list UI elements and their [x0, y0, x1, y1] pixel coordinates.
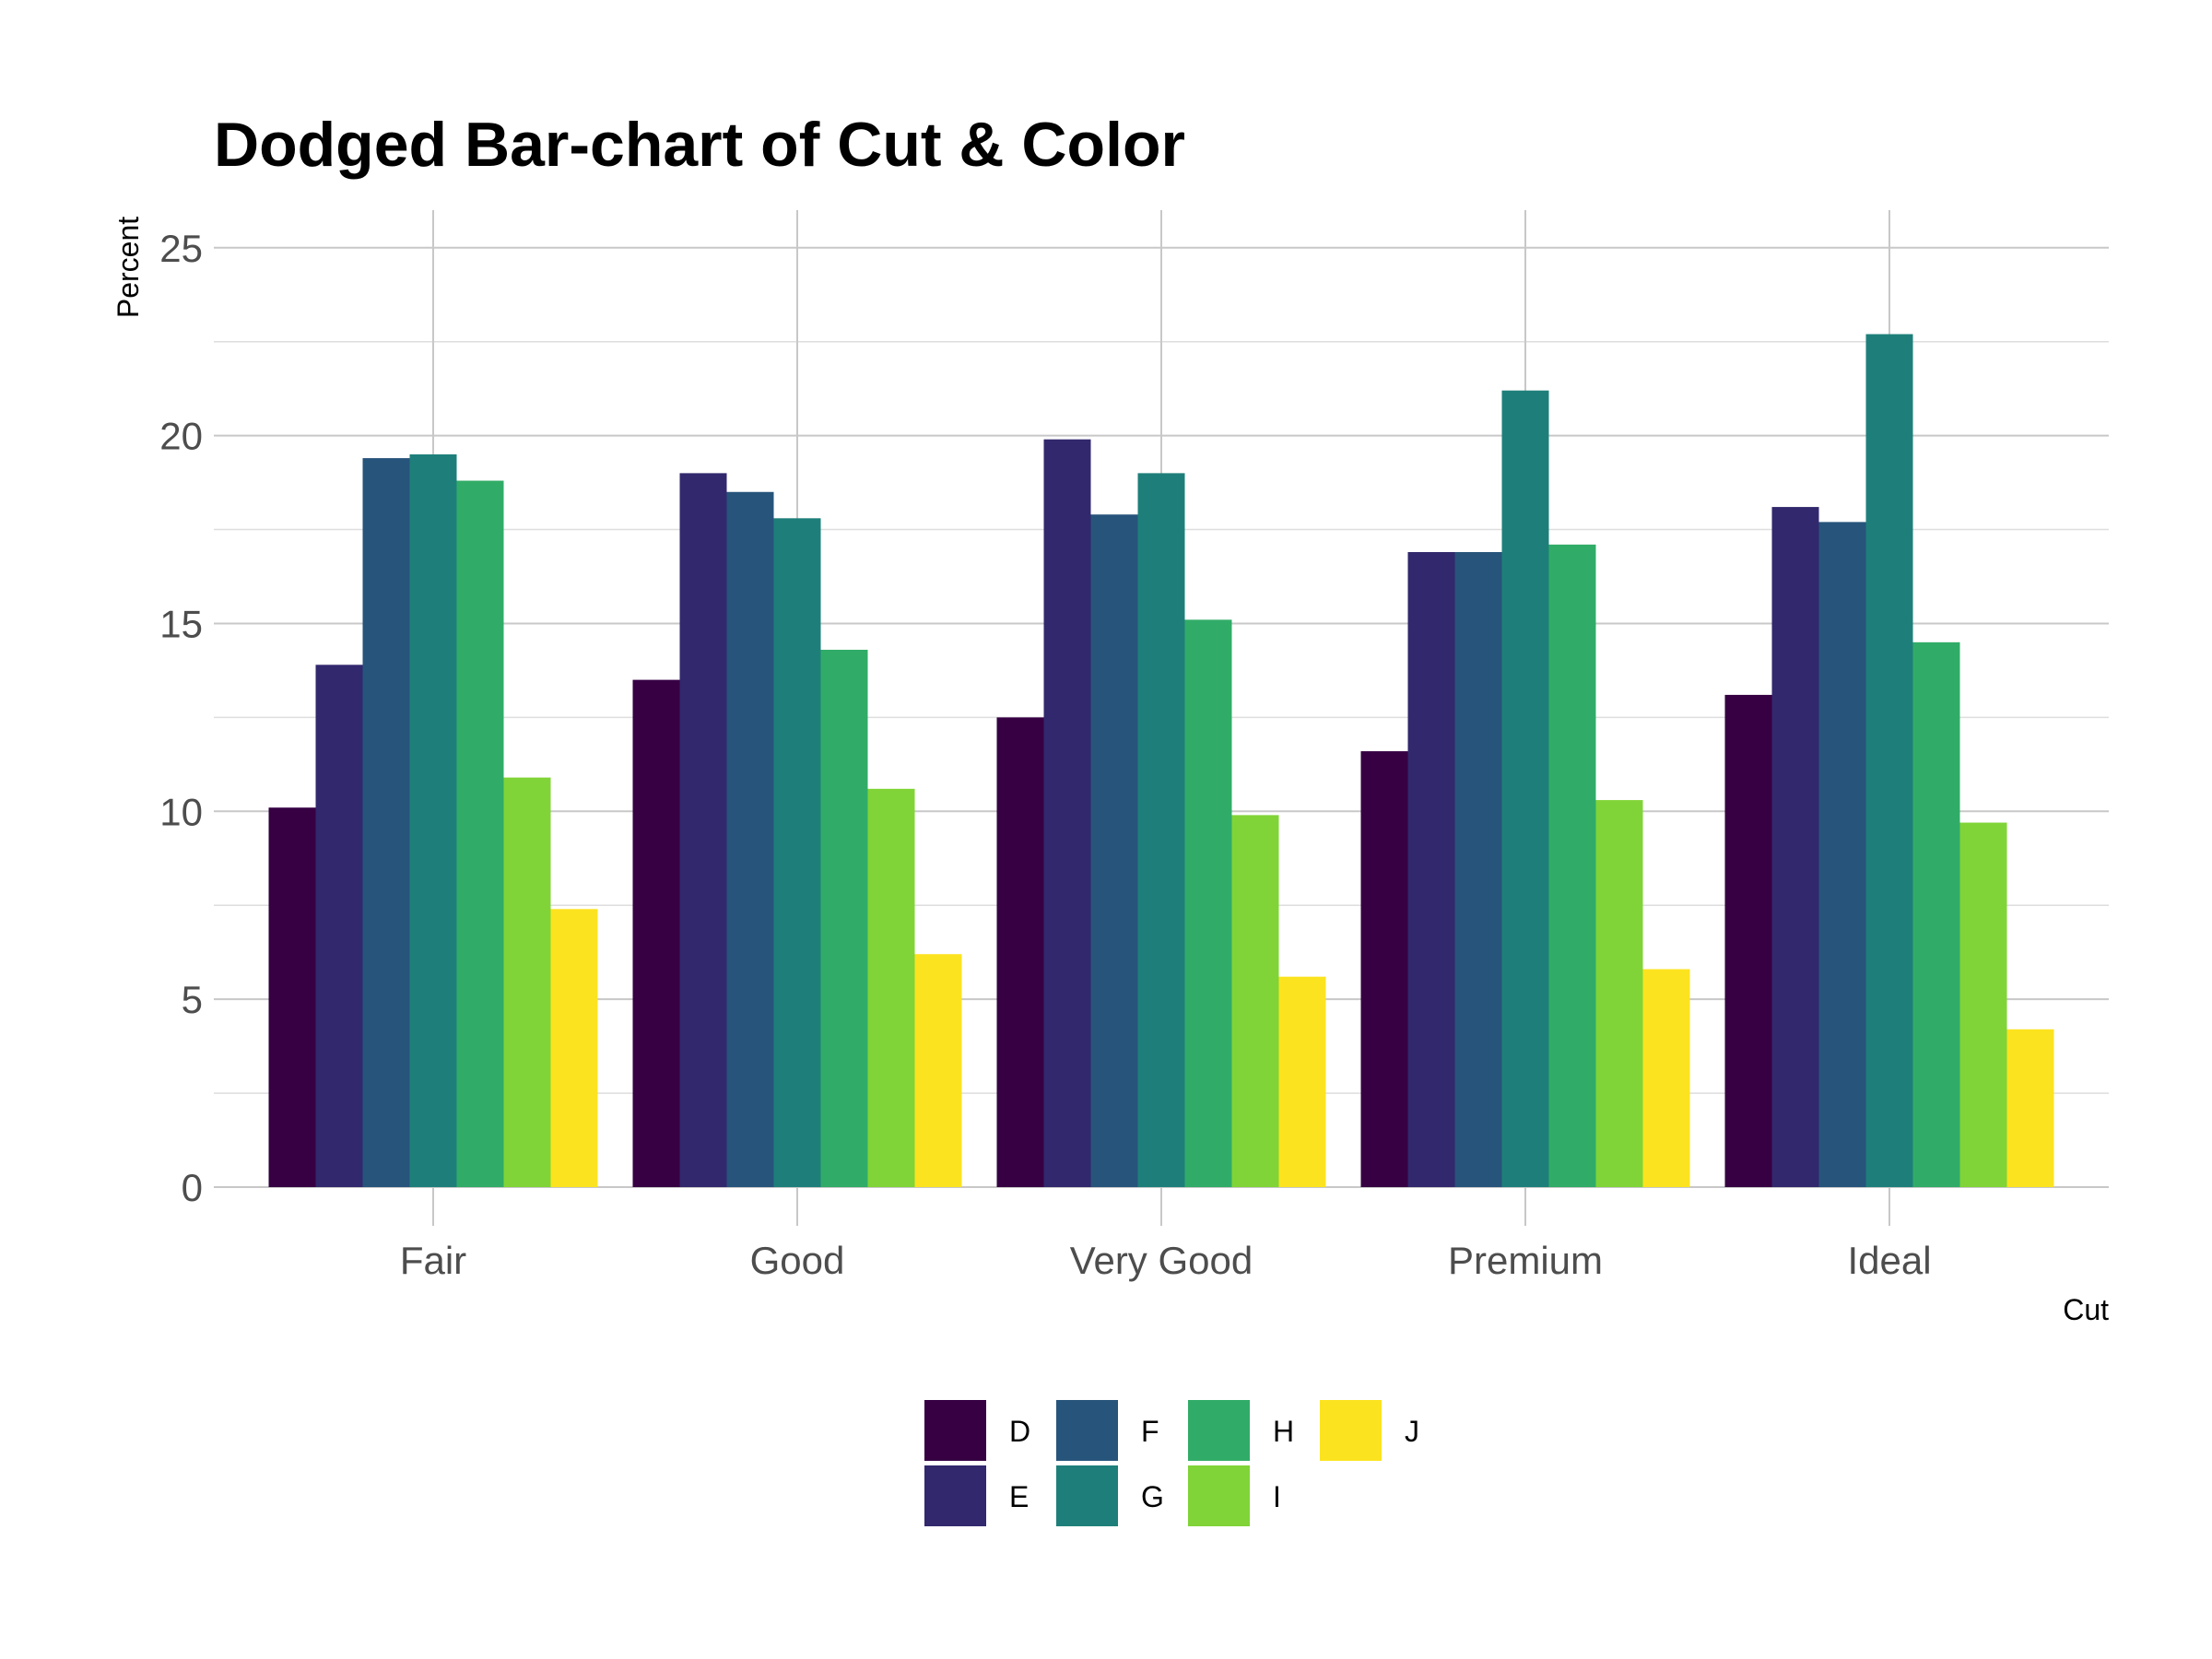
legend-label-I: I — [1273, 1480, 1281, 1513]
x-tick-label: Ideal — [1847, 1239, 1931, 1282]
bars-layer — [268, 334, 2054, 1188]
bar-D-good — [632, 679, 680, 1187]
bar-D-very-good — [996, 717, 1044, 1187]
bar-E-premium — [1407, 552, 1455, 1187]
bar-I-fair — [503, 777, 551, 1187]
y-tick-label: 10 — [159, 790, 203, 833]
x-tick-label: Premium — [1448, 1239, 1603, 1282]
bar-D-fair — [268, 807, 316, 1187]
bar-I-good — [867, 788, 915, 1187]
legend-swatch-D — [924, 1400, 986, 1461]
bar-H-fair — [456, 480, 504, 1187]
y-tick-label: 15 — [159, 602, 203, 645]
bar-H-good — [820, 650, 868, 1187]
bar-F-fair — [362, 458, 410, 1188]
legend-label-H: H — [1273, 1415, 1294, 1448]
y-axis-label: Percent — [112, 217, 145, 318]
legend-label-D: D — [1009, 1415, 1030, 1448]
bar-J-fair — [550, 909, 598, 1187]
bar-D-ideal — [1724, 694, 1772, 1187]
bar-D-premium — [1360, 751, 1408, 1187]
legend-layer: DE FG HI J — [924, 1400, 1419, 1526]
x-axis-label: Cut — [2063, 1293, 2109, 1326]
bar-F-ideal — [1818, 522, 1866, 1187]
legend-swatch-E — [924, 1465, 986, 1526]
bar-I-premium — [1595, 800, 1643, 1187]
bar-G-ideal — [1865, 334, 1913, 1187]
bar-I-very-good — [1231, 815, 1279, 1187]
legend-label-G: G — [1141, 1480, 1164, 1513]
legend-swatch-J — [1320, 1400, 1382, 1461]
bar-E-good — [679, 473, 727, 1187]
bar-E-very-good — [1043, 439, 1091, 1187]
bar-F-premium — [1454, 552, 1502, 1187]
bar-G-very-good — [1137, 473, 1185, 1187]
bar-G-fair — [409, 454, 457, 1187]
bar-J-good — [914, 954, 962, 1187]
bar-G-premium — [1501, 390, 1549, 1187]
legend-swatch-H — [1188, 1400, 1250, 1461]
legend-swatch-F — [1056, 1400, 1118, 1461]
chart-title: Dodged Bar-chart of Cut & Color — [214, 110, 1185, 180]
y-tick-label: 5 — [182, 978, 203, 1021]
bar-H-very-good — [1184, 619, 1232, 1187]
x-tick-label: Fair — [400, 1239, 466, 1282]
bar-E-ideal — [1771, 507, 1819, 1187]
bar-H-premium — [1548, 544, 1596, 1187]
bar-H-ideal — [1912, 641, 1960, 1187]
bar-I-ideal — [1959, 822, 2007, 1187]
bar-G-good — [773, 518, 821, 1187]
y-tick-label: 25 — [159, 227, 203, 270]
bar-F-good — [726, 491, 774, 1187]
legend-label-F: F — [1141, 1415, 1159, 1448]
bar-J-ideal — [2006, 1029, 2054, 1187]
bar-E-fair — [315, 665, 363, 1187]
x-tick-label: Very Good — [1070, 1239, 1253, 1282]
legend-label-E: E — [1009, 1480, 1029, 1513]
y-tick-label: 0 — [182, 1166, 203, 1209]
bar-J-very-good — [1278, 976, 1326, 1187]
y-tick-label: 20 — [159, 415, 203, 458]
bar-F-very-good — [1090, 514, 1138, 1187]
legend-swatch-I — [1188, 1465, 1250, 1526]
legend-swatch-G — [1056, 1465, 1118, 1526]
axis-layer: 0 5 10 15 20 25 Fair Good Very Good Premium Ideal — [159, 227, 1931, 1282]
x-tick-label: Good — [750, 1239, 845, 1282]
bar-J-premium — [1642, 969, 1690, 1187]
legend-label-J: J — [1405, 1415, 1419, 1448]
